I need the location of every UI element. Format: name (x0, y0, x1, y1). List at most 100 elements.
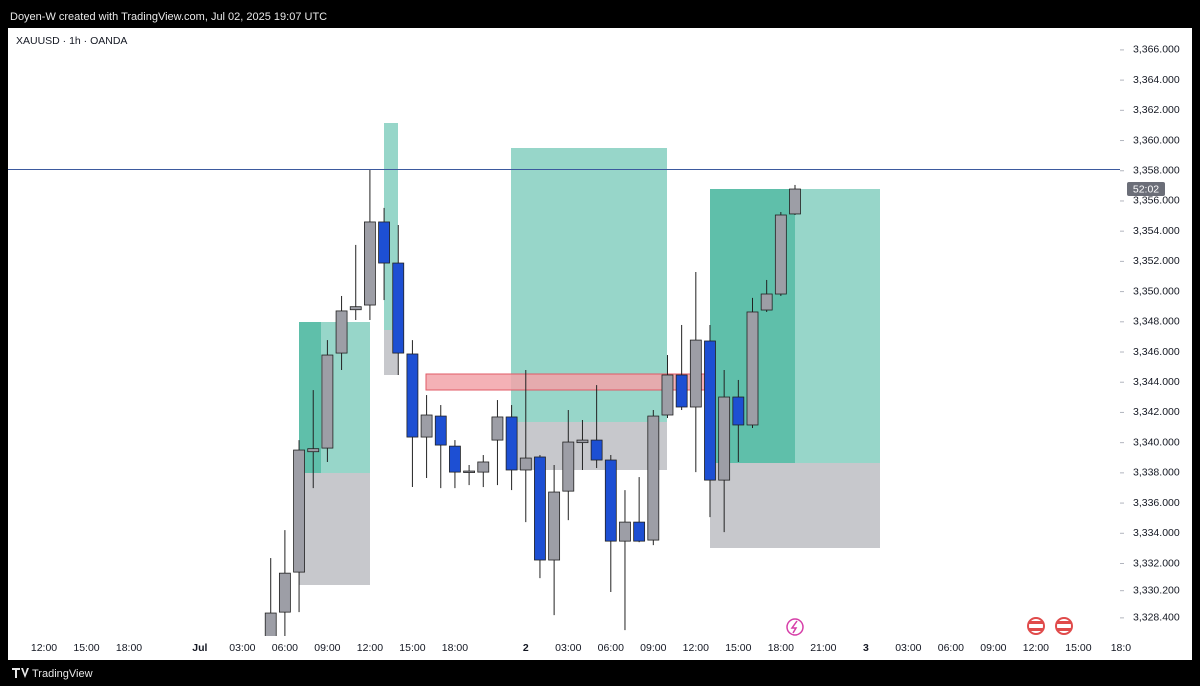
candle-body (590, 439, 603, 461)
logo (12, 668, 29, 678)
y-tick-label: 3,360.000 (1133, 134, 1180, 146)
y-tick-label: 3,356.000 (1133, 195, 1180, 207)
candle-body (293, 449, 305, 573)
y-tick-label: 3,358.000 (1133, 165, 1180, 177)
flag-stripe (1057, 621, 1071, 624)
x-tick-label: 15:00 (399, 642, 425, 654)
x-tick-label: 2 (523, 642, 529, 654)
y-tick-label: 3,328.400 (1133, 612, 1180, 624)
candle-body (760, 293, 773, 311)
y-tick-label: 3,340.000 (1133, 436, 1180, 448)
x-tick-label: 18:0 (1111, 642, 1132, 654)
candle-body (307, 448, 320, 453)
x-tick-label: 18:00 (116, 642, 142, 654)
candle-body (562, 441, 575, 492)
x-tick-label: 18:00 (768, 642, 794, 654)
y-tick-label: 3,338.000 (1133, 467, 1180, 479)
candle-body (633, 521, 646, 542)
x-tick-label: Jul (192, 642, 207, 654)
candle-body (477, 461, 490, 473)
x-tick-label: 15:00 (725, 642, 751, 654)
x-tick-label: 15:00 (73, 642, 99, 654)
x-tick-label: 12:00 (357, 642, 383, 654)
candle-body (732, 396, 745, 426)
us-event-icon[interactable] (1055, 617, 1073, 635)
y-tick-label: 3,354.000 (1133, 225, 1180, 237)
y-tick-label: 3,366.000 (1133, 44, 1180, 56)
candle-body (789, 188, 801, 215)
target-zone (795, 189, 880, 463)
candle-body (519, 457, 532, 471)
x-tick-label: 12:00 (1023, 642, 1049, 654)
candle-body (647, 415, 660, 541)
x-tick-label: 21:00 (810, 642, 836, 654)
candle-body (661, 374, 674, 416)
candle-body (548, 491, 561, 561)
candle-body (505, 416, 518, 471)
candle-body (278, 572, 291, 613)
x-tick-label: 12:00 (31, 642, 57, 654)
candle-body (774, 214, 787, 295)
candle-body (704, 340, 716, 481)
y-tick-label: 3,330.200 (1133, 584, 1180, 596)
drawings (299, 123, 880, 585)
countdown-box (1127, 182, 1165, 196)
x-tick-label: 09:00 (980, 642, 1006, 654)
x-tick-label: 09:00 (314, 642, 340, 654)
candle-body (718, 396, 731, 481)
stop-zone (710, 463, 880, 548)
candle-body (576, 439, 589, 444)
y-tick-label: 3,344.000 (1133, 376, 1180, 388)
y-tick-label: 3,332.000 (1133, 557, 1180, 569)
stop-zone (299, 473, 370, 585)
candle-body (534, 456, 546, 561)
y-tick-label: 3,364.000 (1133, 74, 1180, 86)
candle-body (619, 521, 631, 542)
candle-body (449, 445, 461, 473)
candle-body (378, 221, 390, 264)
x-tick-label: 06:00 (272, 642, 298, 654)
y-tick-label: 3,336.000 (1133, 497, 1180, 509)
x-tick-label: 03:00 (555, 642, 581, 654)
x-tick-label: 12:00 (683, 642, 709, 654)
header: Doyen-W created with TradingView.com, Ju… (10, 11, 327, 23)
candle-body (335, 310, 348, 354)
flag-stripe (1057, 628, 1071, 631)
y-tick-label: 3,334.000 (1133, 527, 1180, 539)
candle-body (604, 459, 617, 542)
us-event-icon[interactable] (1027, 617, 1045, 635)
candle-body (434, 415, 447, 446)
candle-body (491, 416, 504, 441)
countdown: 52:02 (1133, 183, 1159, 195)
x-tick-label: 09:00 (640, 642, 666, 654)
candle-body (463, 470, 476, 473)
candle-body (420, 414, 433, 438)
x-tick-label: 18:00 (442, 642, 468, 654)
x-tick-label: 03:00 (895, 642, 921, 654)
flag-stripe (1029, 621, 1043, 624)
event-icon-bolt (790, 620, 798, 634)
y-tick-label: 3,352.000 (1133, 255, 1180, 267)
candle-body (689, 339, 702, 408)
candle-body (746, 311, 759, 426)
y-tick-label: 3,350.000 (1133, 285, 1180, 297)
candle-body (392, 262, 405, 354)
target-zone-filled (299, 322, 321, 473)
candle-body (264, 612, 277, 636)
flag-stripe (1029, 628, 1043, 631)
symbol-title: XAUUSD · 1h · OANDA (16, 35, 127, 47)
x-tick-label: 15:00 (1065, 642, 1091, 654)
candle-body (364, 221, 376, 306)
event-icon[interactable] (786, 618, 804, 636)
candles (8, 169, 1120, 636)
x-tick-label: 06:00 (938, 642, 964, 654)
y-tick-label: 3,348.000 (1133, 316, 1180, 328)
candle-body (675, 374, 688, 408)
footer-brand: TradingView (32, 668, 93, 680)
x-tick-label: 3 (863, 642, 869, 654)
x-tick-label: 03:00 (229, 642, 255, 654)
x-tick-label: 06:00 (598, 642, 624, 654)
y-tick-label: 3,346.000 (1133, 346, 1180, 358)
